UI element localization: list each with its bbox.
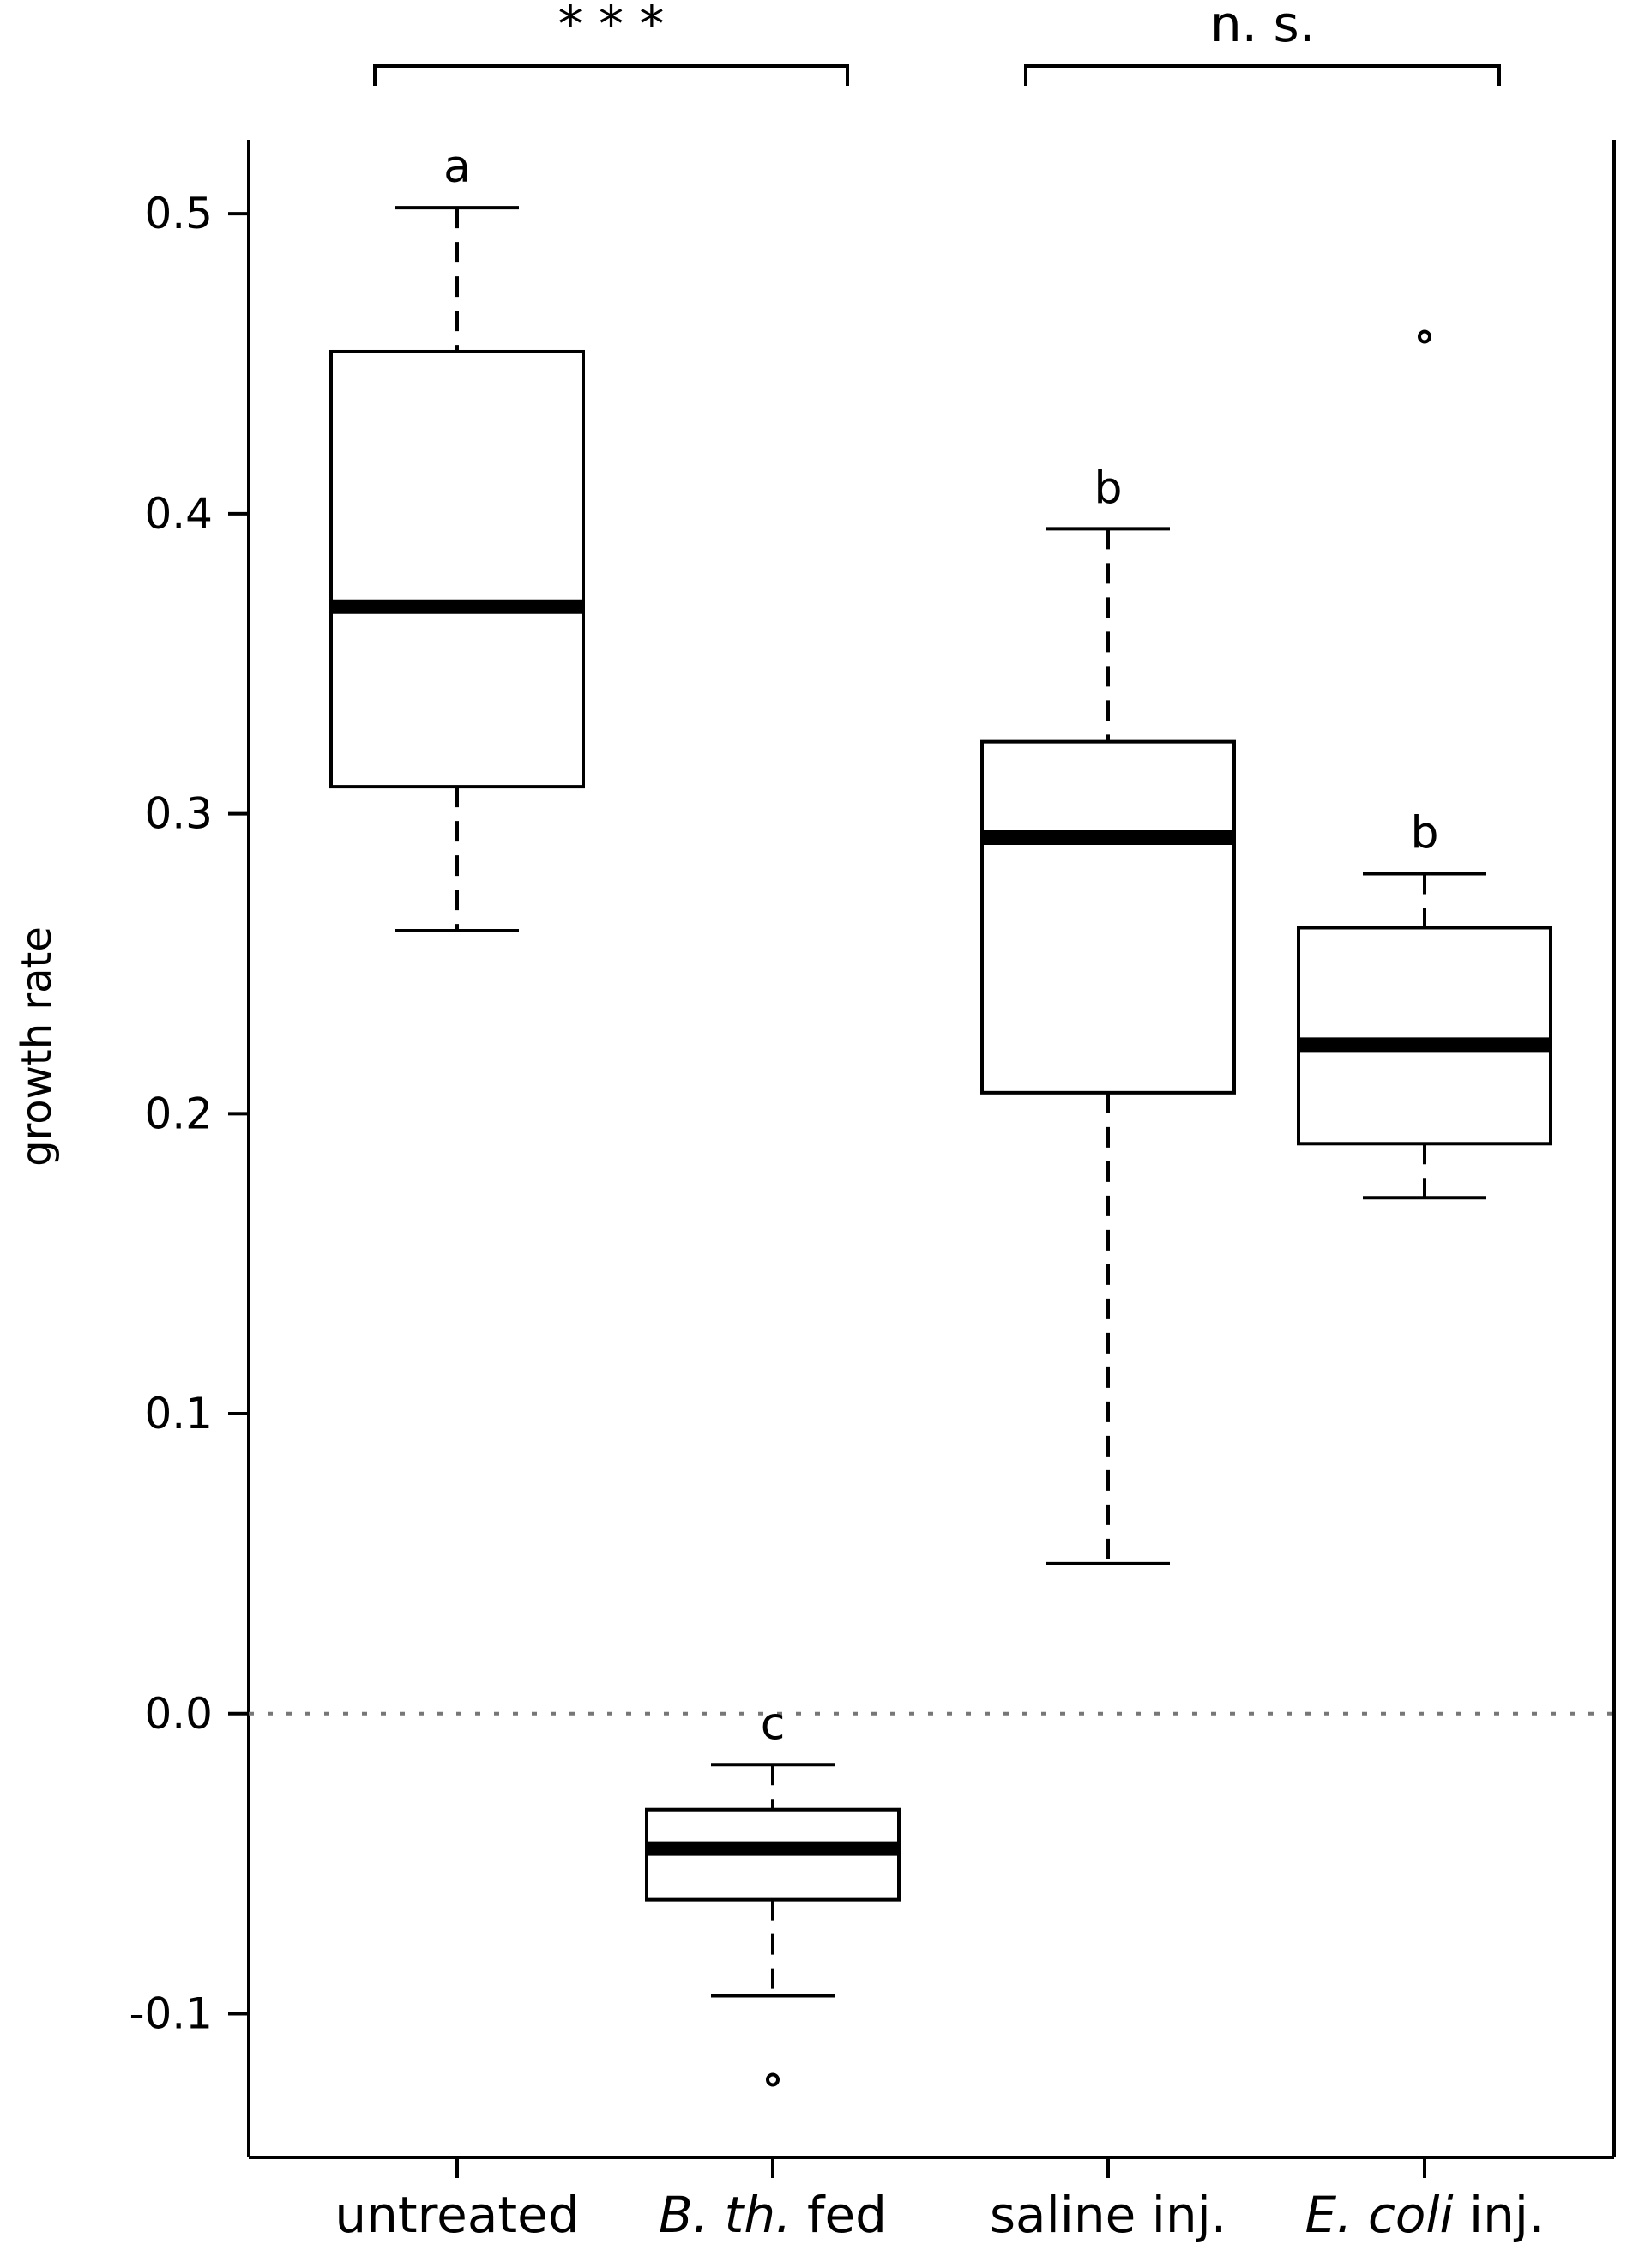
y-tick-label: 0.0 <box>144 1689 213 1739</box>
group-letter: b <box>1410 808 1438 860</box>
group-letter: b <box>1094 462 1122 514</box>
comparison-bracket <box>1024 64 1501 86</box>
y-tick-label: 0.1 <box>144 1389 213 1439</box>
y-tick-label: 0.5 <box>144 189 213 238</box>
x-tick-label-part: B. th. <box>659 2186 792 2244</box>
x-tick-label-part: untreated <box>334 2186 579 2244</box>
group-letter: c <box>761 1698 786 1750</box>
group-letter: a <box>443 142 471 193</box>
y-axis-label: growth rate <box>13 926 61 1167</box>
outlier-point <box>1418 329 1431 344</box>
x-tick-label: saline inj. <box>990 2186 1226 2244</box>
x-tick-label-part: E. coli <box>1305 2186 1454 2244</box>
box-iqr <box>329 349 585 789</box>
box-iqr <box>1297 926 1552 1146</box>
comparison-bracket <box>373 64 849 86</box>
x-tick-label: E. coli inj. <box>1305 2186 1545 2244</box>
x-tick-label-part: saline inj. <box>990 2186 1226 2244</box>
comparison-label: n. s. <box>1210 0 1315 53</box>
box-iqr <box>980 739 1236 1095</box>
outlier-point <box>766 2072 780 2087</box>
y-tick-label: 0.3 <box>144 789 213 839</box>
comparison-label: * * * <box>558 0 665 53</box>
plot-area: -0.1 0.0 0.1 0.2 0.3 0.4 0.5 growth rate a c b b unt… <box>13 0 1616 2244</box>
x-tick-label: B. th. fed <box>659 2186 887 2244</box>
x-tick-label-part: inj. <box>1454 2186 1545 2244</box>
x-tick-label: untreated <box>334 2186 579 2244</box>
y-tick-label: -0.1 <box>129 1989 213 2039</box>
y-tick-label: 0.2 <box>144 1089 213 1138</box>
y-tick-label: 0.4 <box>144 489 213 539</box>
x-tick-label-part: fed <box>792 2186 887 2244</box>
